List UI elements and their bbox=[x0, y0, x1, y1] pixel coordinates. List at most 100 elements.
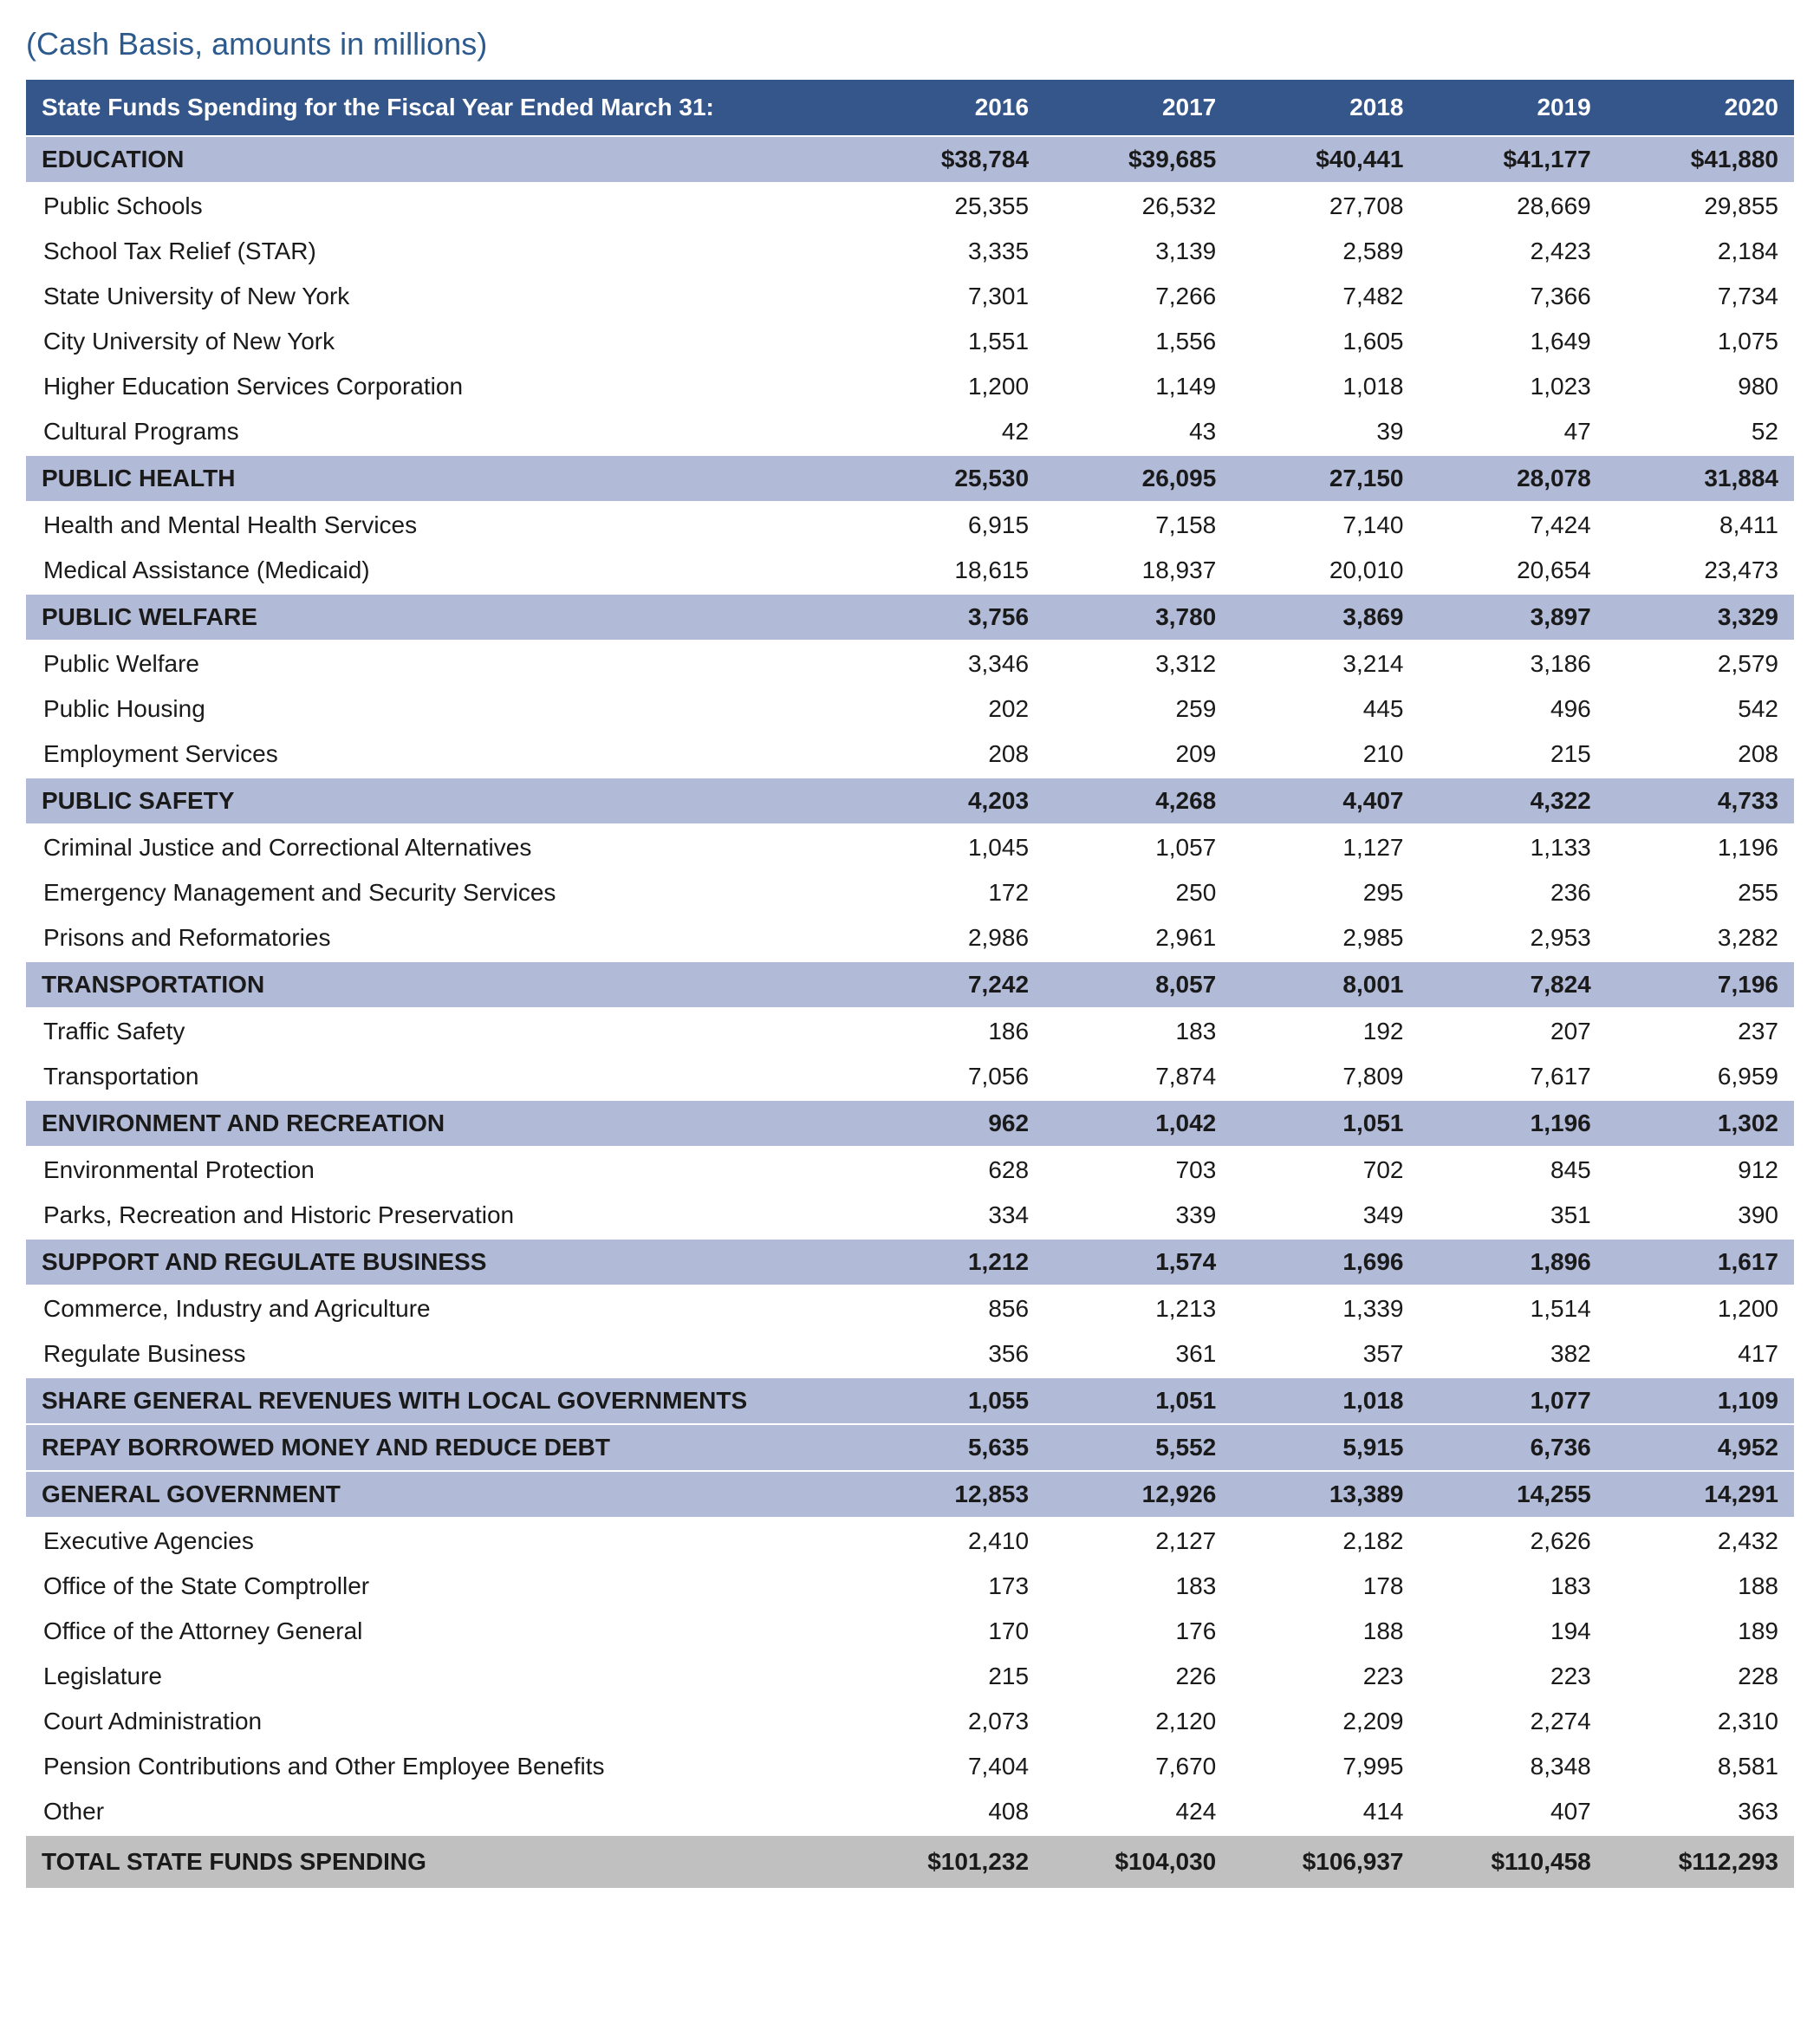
cell-value: 980 bbox=[1607, 364, 1794, 409]
cell-value: 1,045 bbox=[857, 824, 1044, 870]
cell-value: 2,953 bbox=[1420, 915, 1607, 961]
cell-value: 424 bbox=[1044, 1789, 1232, 1835]
cell-value: 7,056 bbox=[857, 1054, 1044, 1100]
section-row: SHARE GENERAL REVENUES WITH LOCAL GOVERN… bbox=[26, 1377, 1794, 1424]
cell-value: 856 bbox=[857, 1285, 1044, 1331]
cell-value: 1,133 bbox=[1420, 824, 1607, 870]
cell-value: 2,423 bbox=[1420, 229, 1607, 274]
section-row: ENVIRONMENT AND RECREATION9621,0421,0511… bbox=[26, 1100, 1794, 1147]
cell-value: 1,302 bbox=[1607, 1100, 1794, 1147]
cell-value: 183 bbox=[1420, 1564, 1607, 1609]
cell-value: 3,897 bbox=[1420, 594, 1607, 641]
cell-value: 12,926 bbox=[1044, 1471, 1232, 1518]
cell-value: 189 bbox=[1607, 1609, 1794, 1654]
cell-value: 192 bbox=[1232, 1008, 1419, 1054]
cell-value: 228 bbox=[1607, 1654, 1794, 1699]
cell-value: $110,458 bbox=[1420, 1835, 1607, 1888]
cell-value: 39 bbox=[1232, 409, 1419, 455]
cell-value: 29,855 bbox=[1607, 183, 1794, 229]
cell-value: 1,696 bbox=[1232, 1239, 1419, 1285]
cell-value: 1,200 bbox=[1607, 1285, 1794, 1331]
cell-value: 1,075 bbox=[1607, 319, 1794, 364]
cell-value: 2,274 bbox=[1420, 1699, 1607, 1744]
cell-value: 2,184 bbox=[1607, 229, 1794, 274]
cell-value: 2,310 bbox=[1607, 1699, 1794, 1744]
cell-value: 173 bbox=[857, 1564, 1044, 1609]
cell-value: 1,057 bbox=[1044, 824, 1232, 870]
total-row: TOTAL STATE FUNDS SPENDING$101,232$104,0… bbox=[26, 1835, 1794, 1888]
row-label: SHARE GENERAL REVENUES WITH LOCAL GOVERN… bbox=[26, 1377, 857, 1424]
table-row: Higher Education Services Corporation1,2… bbox=[26, 364, 1794, 409]
cell-value: 2,120 bbox=[1044, 1699, 1232, 1744]
row-label: Medical Assistance (Medicaid) bbox=[26, 548, 857, 594]
cell-value: 7,242 bbox=[857, 961, 1044, 1008]
row-label: Higher Education Services Corporation bbox=[26, 364, 857, 409]
cell-value: 7,874 bbox=[1044, 1054, 1232, 1100]
header-year: 2018 bbox=[1232, 80, 1419, 136]
cell-value: 408 bbox=[857, 1789, 1044, 1835]
cell-value: 5,552 bbox=[1044, 1424, 1232, 1471]
cell-value: 208 bbox=[1607, 732, 1794, 778]
row-label: State University of New York bbox=[26, 274, 857, 319]
cell-value: 2,432 bbox=[1607, 1518, 1794, 1564]
cell-value: 237 bbox=[1607, 1008, 1794, 1054]
cell-value: 20,010 bbox=[1232, 548, 1419, 594]
row-label: City University of New York bbox=[26, 319, 857, 364]
cell-value: 2,626 bbox=[1420, 1518, 1607, 1564]
row-label: Public Schools bbox=[26, 183, 857, 229]
cell-value: 3,346 bbox=[857, 641, 1044, 687]
cell-value: 496 bbox=[1420, 687, 1607, 732]
table-row: Public Schools25,35526,53227,70828,66929… bbox=[26, 183, 1794, 229]
table-row: State University of New York7,3017,2667,… bbox=[26, 274, 1794, 319]
cell-value: 207 bbox=[1420, 1008, 1607, 1054]
cell-value: 7,301 bbox=[857, 274, 1044, 319]
cell-value: 27,708 bbox=[1232, 183, 1419, 229]
cell-value: $38,784 bbox=[857, 136, 1044, 183]
header-year: 2017 bbox=[1044, 80, 1232, 136]
cell-value: 6,736 bbox=[1420, 1424, 1607, 1471]
header-year: 2019 bbox=[1420, 80, 1607, 136]
cell-value: 1,896 bbox=[1420, 1239, 1607, 1285]
table-subtitle: (Cash Basis, amounts in millions) bbox=[26, 26, 1794, 62]
row-label: Environmental Protection bbox=[26, 1147, 857, 1193]
cell-value: 1,051 bbox=[1232, 1100, 1419, 1147]
table-row: Legislature215226223223228 bbox=[26, 1654, 1794, 1699]
cell-value: 28,669 bbox=[1420, 183, 1607, 229]
cell-value: 223 bbox=[1232, 1654, 1419, 1699]
cell-value: 7,617 bbox=[1420, 1054, 1607, 1100]
cell-value: 3,214 bbox=[1232, 641, 1419, 687]
cell-value: 2,127 bbox=[1044, 1518, 1232, 1564]
row-label: Transportation bbox=[26, 1054, 857, 1100]
cell-value: 1,574 bbox=[1044, 1239, 1232, 1285]
row-label: SUPPORT AND REGULATE BUSINESS bbox=[26, 1239, 857, 1285]
table-row: Prisons and Reformatories2,9862,9612,985… bbox=[26, 915, 1794, 961]
row-label: Parks, Recreation and Historic Preservat… bbox=[26, 1193, 857, 1239]
cell-value: 186 bbox=[857, 1008, 1044, 1054]
cell-value: 13,389 bbox=[1232, 1471, 1419, 1518]
table-row: Court Administration2,0732,1202,2092,274… bbox=[26, 1699, 1794, 1744]
row-label: Court Administration bbox=[26, 1699, 857, 1744]
cell-value: 357 bbox=[1232, 1331, 1419, 1377]
cell-value: 3,282 bbox=[1607, 915, 1794, 961]
table-body: EDUCATION$38,784$39,685$40,441$41,177$41… bbox=[26, 136, 1794, 1888]
table-row: Office of the Attorney General1701761881… bbox=[26, 1609, 1794, 1654]
cell-value: $112,293 bbox=[1607, 1835, 1794, 1888]
cell-value: 1,605 bbox=[1232, 319, 1419, 364]
row-label: Public Welfare bbox=[26, 641, 857, 687]
table-row: Pension Contributions and Other Employee… bbox=[26, 1744, 1794, 1789]
cell-value: 12,853 bbox=[857, 1471, 1044, 1518]
cell-value: 3,756 bbox=[857, 594, 1044, 641]
cell-value: 26,095 bbox=[1044, 455, 1232, 502]
table-row: Regulate Business356361357382417 bbox=[26, 1331, 1794, 1377]
row-label: Regulate Business bbox=[26, 1331, 857, 1377]
cell-value: 1,514 bbox=[1420, 1285, 1607, 1331]
table-row: Criminal Justice and Correctional Altern… bbox=[26, 824, 1794, 870]
cell-value: 226 bbox=[1044, 1654, 1232, 1699]
cell-value: 255 bbox=[1607, 870, 1794, 915]
cell-value: 445 bbox=[1232, 687, 1419, 732]
row-label: Public Housing bbox=[26, 687, 857, 732]
cell-value: 208 bbox=[857, 732, 1044, 778]
cell-value: 42 bbox=[857, 409, 1044, 455]
cell-value: 3,186 bbox=[1420, 641, 1607, 687]
cell-value: 1,200 bbox=[857, 364, 1044, 409]
